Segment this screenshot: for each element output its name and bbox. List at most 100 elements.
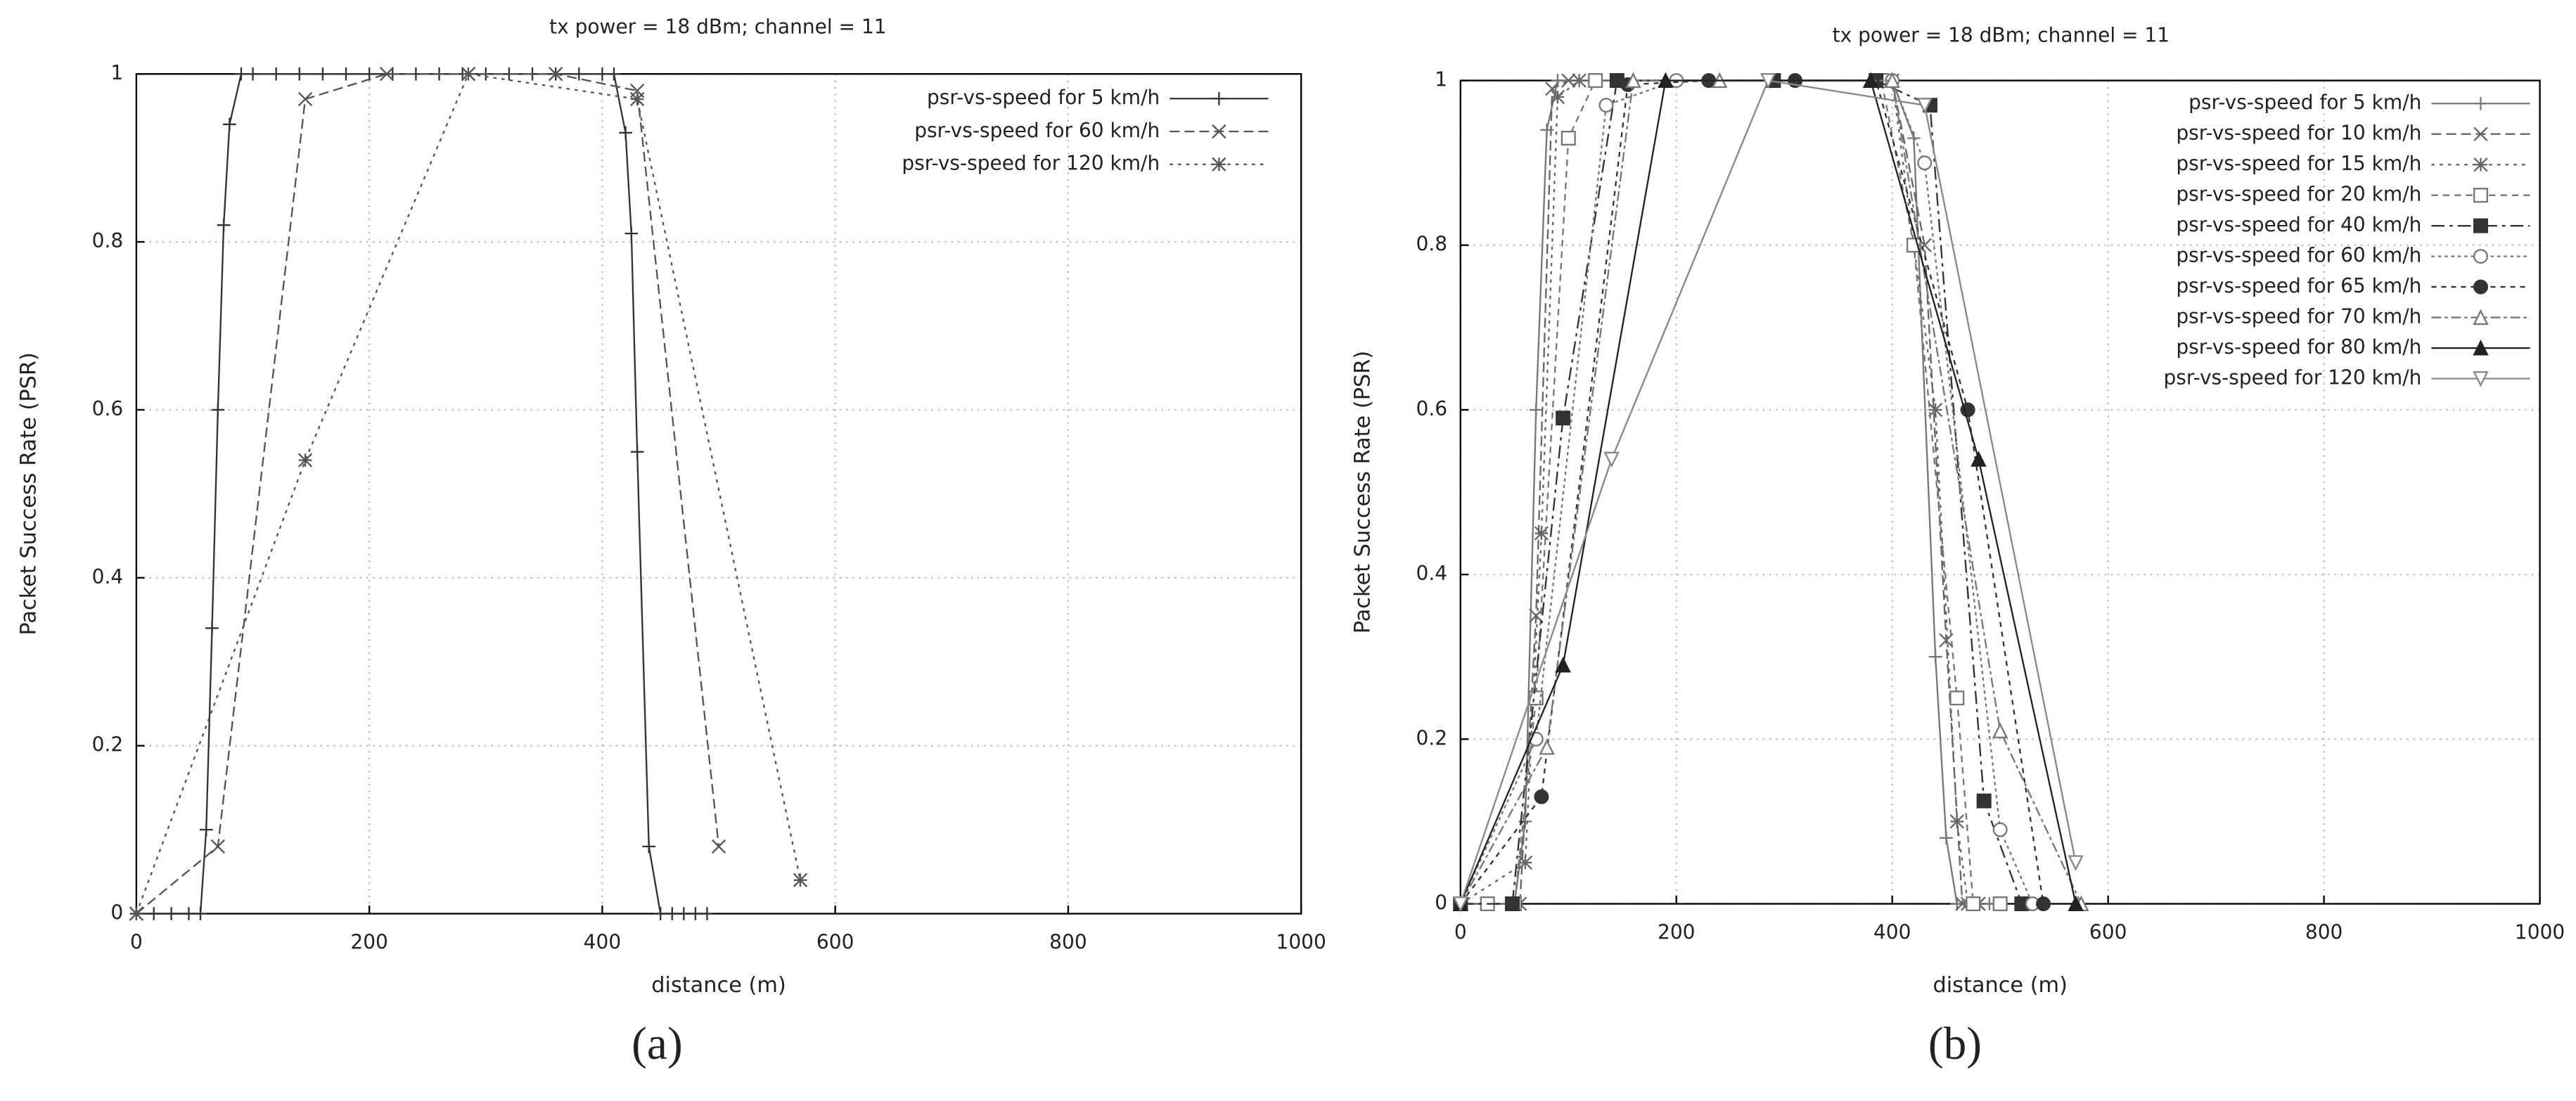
marker-shape xyxy=(1916,98,1933,114)
marker xyxy=(293,67,307,81)
marker-stroke xyxy=(2473,157,2488,172)
marker xyxy=(1928,402,1943,418)
legend-label: psr-vs-speed for 120 km/h xyxy=(2163,366,2421,389)
marker xyxy=(793,873,808,887)
marker xyxy=(688,907,703,920)
marker xyxy=(182,907,196,920)
marker xyxy=(316,67,330,81)
marker xyxy=(1976,793,1992,809)
marker xyxy=(1555,656,1571,673)
marker-shape xyxy=(1539,739,1555,755)
marker xyxy=(147,907,161,920)
marker xyxy=(1598,98,1614,113)
y-tick-label: 0 xyxy=(1435,891,1447,915)
chart-title: tx power = 18 dBm; channel = 11 xyxy=(1833,23,2170,46)
legend-label: psr-vs-speed for 60 km/h xyxy=(914,119,1160,142)
legend-label: psr-vs-speed for 60 km/h xyxy=(2176,244,2421,267)
marker xyxy=(1960,402,1975,418)
marker xyxy=(2473,218,2489,233)
series-line xyxy=(1459,79,2044,905)
marker xyxy=(2036,896,2051,912)
marker xyxy=(1625,72,1641,89)
x-axis-label: distance (m) xyxy=(651,973,786,998)
marker xyxy=(1940,831,1953,845)
marker xyxy=(548,67,563,82)
marker-shape xyxy=(2473,279,2489,295)
y-tick-label: 0.6 xyxy=(92,397,124,420)
marker xyxy=(210,839,226,854)
marker-stroke xyxy=(297,91,313,107)
x-tick-label: 1000 xyxy=(1276,931,1326,954)
marker xyxy=(223,117,236,131)
marker xyxy=(1561,130,1576,146)
marker-shape xyxy=(1976,793,1992,809)
marker-shape xyxy=(1504,896,1520,912)
y-tick-label: 1 xyxy=(110,61,123,84)
marker xyxy=(1917,155,1933,171)
marker-shape xyxy=(1917,155,1933,171)
series-line xyxy=(1459,79,2077,904)
marker xyxy=(2473,279,2489,295)
marker xyxy=(1928,650,1942,664)
marker-shape xyxy=(1862,72,1879,89)
marker xyxy=(665,907,679,920)
x-tick-label: 200 xyxy=(1658,921,1696,944)
series-line xyxy=(1460,79,1989,905)
x-tick-label: 200 xyxy=(350,931,388,954)
chart-title: tx power = 18 dBm; channel = 11 xyxy=(549,15,886,39)
legend-label: psr-vs-speed for 80 km/h xyxy=(2176,335,2421,359)
marker xyxy=(297,91,313,107)
marker xyxy=(2474,96,2487,110)
marker xyxy=(1529,403,1543,417)
x-axis-label: distance (m) xyxy=(1933,973,2068,998)
marker xyxy=(234,67,248,81)
series-line xyxy=(1460,79,1979,905)
series-line xyxy=(1460,79,2001,905)
marker-stroke xyxy=(297,453,313,468)
marker xyxy=(1452,896,1469,913)
x-tick-label: 400 xyxy=(584,931,622,954)
legend-label: psr-vs-speed for 15 km/h xyxy=(2176,152,2421,175)
marker-shape xyxy=(2473,188,2489,203)
legend-label: psr-vs-speed for 5 km/h xyxy=(927,86,1160,109)
marker-shape xyxy=(2068,895,2084,912)
y-tick-label: 0.2 xyxy=(1416,726,1448,749)
plot-frame xyxy=(135,73,1302,915)
marker-shape xyxy=(2473,249,2489,264)
marker-shape xyxy=(2014,896,2030,912)
marker-shape xyxy=(1966,896,1981,912)
marker xyxy=(129,906,144,921)
marker xyxy=(1588,73,1603,89)
marker xyxy=(1603,451,1620,468)
y-tick-label: 0.8 xyxy=(1416,233,1448,256)
marker xyxy=(1992,896,2008,912)
marker-shape xyxy=(1971,451,1987,467)
marker xyxy=(2473,371,2489,387)
marker xyxy=(1658,72,1674,89)
marker-shape xyxy=(1588,73,1603,89)
series-line xyxy=(1459,79,2034,905)
marker-stroke xyxy=(1561,73,1576,88)
marker-shape xyxy=(2473,371,2489,387)
marker-stroke xyxy=(711,839,726,854)
marker xyxy=(596,67,609,81)
marker xyxy=(1916,98,1933,114)
marker-shape xyxy=(1949,690,1965,706)
marker-shape xyxy=(1556,411,1571,426)
marker-stroke xyxy=(210,839,226,854)
marker xyxy=(653,907,667,920)
marker xyxy=(1862,72,1879,89)
marker-shape xyxy=(1658,72,1674,89)
x-tick-label: 0 xyxy=(130,931,143,954)
marker-shape xyxy=(1625,72,1641,89)
series-line xyxy=(1460,79,1979,905)
marker xyxy=(2068,855,2084,871)
marker-shape xyxy=(1452,896,1469,913)
marker xyxy=(1212,157,1226,172)
x-tick-label: 600 xyxy=(2089,921,2127,944)
marker xyxy=(2014,896,2030,912)
marker xyxy=(572,67,586,81)
marker xyxy=(1545,82,1560,96)
marker-shape xyxy=(2473,340,2489,356)
